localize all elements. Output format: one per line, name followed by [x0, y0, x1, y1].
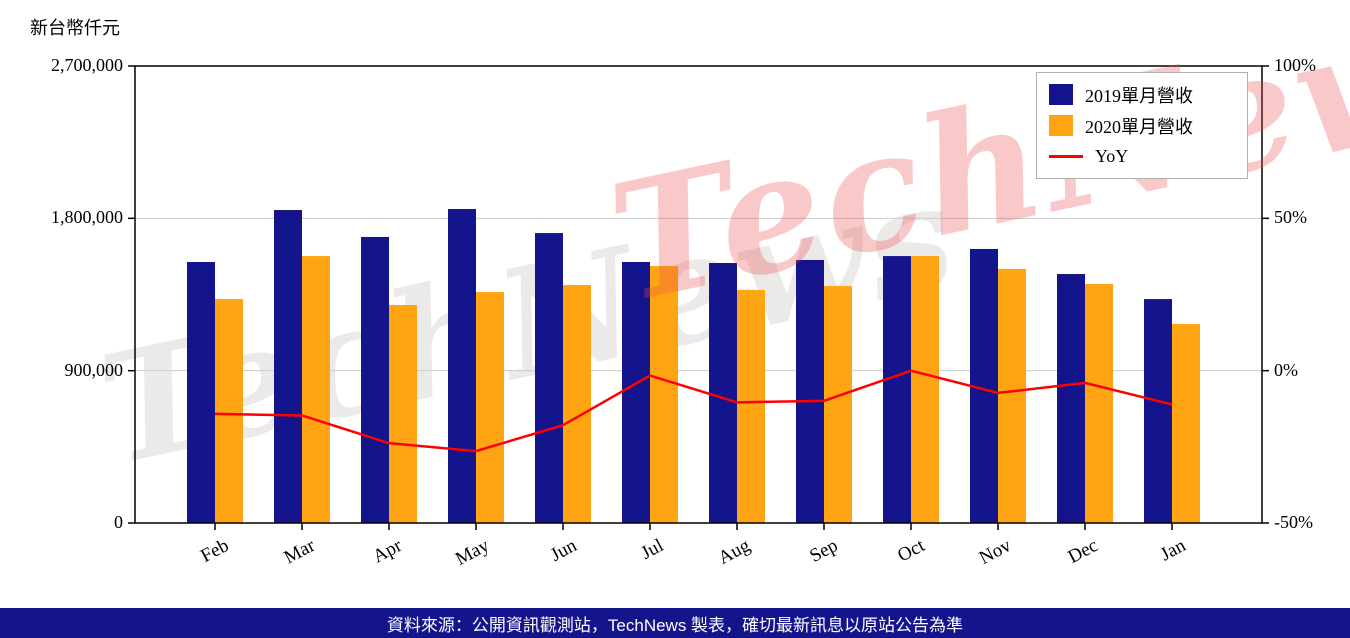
legend-item-yoy: YoY — [1049, 143, 1235, 170]
y-right-tick-label: 0% — [1274, 359, 1298, 380]
bar-2020-Mar — [302, 256, 330, 523]
bar-2019-Feb — [187, 262, 215, 523]
y-left-tick-label: 0 — [114, 512, 123, 532]
bar-2020-Nov — [998, 268, 1026, 523]
y-left-tick-label: 2,700,000 — [51, 55, 123, 75]
legend: 2019單月營收 2020單月營收 YoY — [1036, 72, 1248, 179]
bar-2020-May — [476, 291, 504, 523]
y-left-tick-label: 1,800,000 — [51, 207, 123, 228]
y-right-tick-label: 50% — [1274, 207, 1307, 228]
footer-source-text: 資料來源：公開資訊觀測站，TechNews 製表，確切最新訊息以原站公告為準 — [386, 615, 964, 635]
yoy-line — [214, 369, 1173, 453]
plot-border — [134, 65, 1263, 524]
legend-swatch-2019 — [1049, 84, 1073, 105]
bar-2020-Oct — [911, 256, 939, 523]
legend-label-2019: 2019單月營收 — [1085, 85, 1193, 106]
footer-bar: 資料來源：公開資訊觀測站，TechNews 製表，確切最新訊息以原站公告為準 — [0, 608, 1350, 638]
bar-2020-Jun — [563, 285, 591, 523]
bar-2019-Jun — [535, 233, 563, 523]
bar-2019-Aug — [709, 263, 737, 523]
y-axis-unit-label: 新台幣仟元 — [30, 18, 120, 38]
bar-2019-Dec — [1057, 274, 1085, 523]
y-left-tick-label: 900,000 — [64, 359, 124, 380]
bar-2020-Jan — [1172, 323, 1200, 523]
bar-2019-Jul — [622, 262, 650, 523]
bar-2020-Dec — [1085, 284, 1113, 523]
bar-2020-Apr — [389, 304, 417, 523]
legend-label-2020: 2020單月營收 — [1085, 116, 1193, 137]
bar-2019-Oct — [883, 256, 911, 523]
y-right-tick-label: 100% — [1274, 55, 1316, 75]
bar-2019-Sep — [796, 259, 824, 523]
bar-2020-Feb — [215, 299, 243, 523]
legend-item-2020: 2020單月營收 — [1049, 112, 1235, 139]
legend-item-2019: 2019單月營收 — [1049, 81, 1235, 108]
bar-2020-Jul — [650, 266, 678, 523]
bar-2019-Apr — [361, 236, 389, 524]
legend-swatch-2020 — [1049, 115, 1073, 136]
bar-2019-Jan — [1144, 299, 1172, 523]
bar-2020-Sep — [824, 286, 852, 523]
bar-2019-Mar — [274, 210, 302, 524]
legend-label-yoy: YoY — [1095, 146, 1129, 166]
bar-2019-May — [448, 209, 476, 523]
y-right-tick-label: -50% — [1274, 512, 1313, 532]
legend-line-swatch-yoy — [1049, 155, 1083, 158]
bar-2020-Aug — [737, 289, 765, 523]
